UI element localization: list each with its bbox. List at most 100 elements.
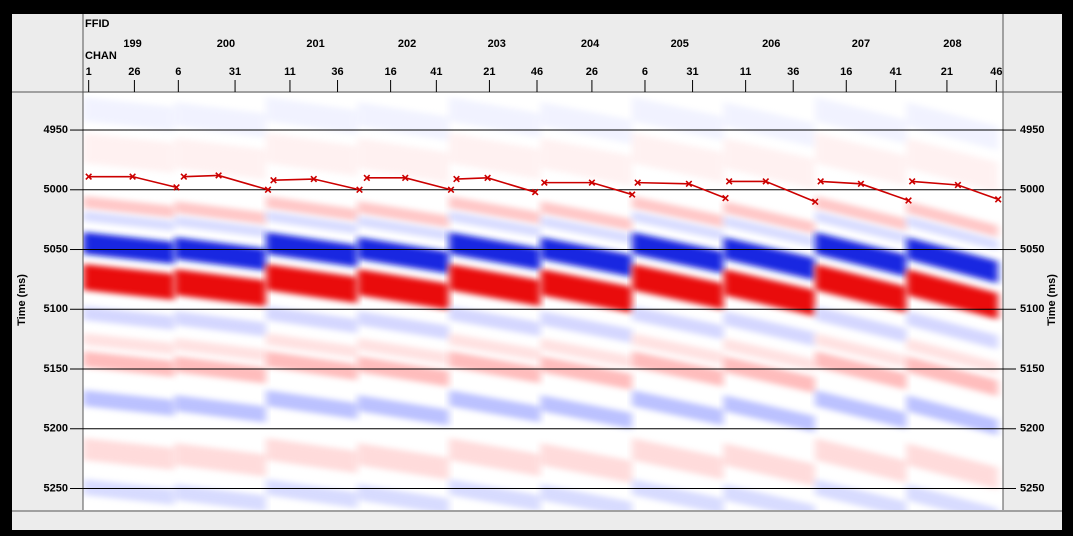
pick-marker — [540, 179, 548, 186]
y2-axis-label: Time (ms) — [1046, 274, 1058, 326]
seismic-band — [632, 196, 724, 228]
seismic-band — [632, 264, 724, 310]
pick-marker — [531, 188, 539, 196]
seismic-band — [540, 201, 632, 231]
pick-marker — [994, 195, 1002, 203]
y-tick-label: 5150 — [44, 363, 68, 375]
seismic-band — [83, 211, 175, 231]
seismic-band — [174, 216, 266, 238]
seismic-band — [83, 438, 175, 470]
seismic-band — [266, 196, 358, 222]
pick-marker — [401, 174, 409, 182]
pick-marker — [356, 186, 363, 194]
x-tick-label: 11 — [740, 66, 752, 78]
seismic-band — [266, 211, 358, 235]
seismic-band — [174, 395, 266, 423]
seismic-band — [540, 216, 632, 244]
seismic-band — [449, 211, 541, 238]
pick-marker — [129, 173, 136, 181]
seismic-band — [357, 443, 449, 480]
seismic-band — [174, 338, 266, 362]
pick-marker — [453, 175, 460, 183]
seismic-band — [815, 97, 907, 144]
pick-marker — [85, 173, 93, 181]
y2-tick-label: 5100 — [1020, 303, 1044, 315]
seismic-band — [723, 138, 815, 190]
seismic-band — [906, 395, 998, 436]
seismic-band — [174, 102, 266, 138]
seismic-band — [357, 201, 449, 228]
x-tick-label: 16 — [840, 66, 852, 78]
seismic-band — [723, 338, 815, 372]
seismic-band — [83, 97, 175, 131]
seismic-band — [815, 479, 907, 510]
seismic-band — [449, 306, 541, 337]
seismic-band — [632, 133, 724, 183]
pick-marker — [310, 175, 318, 183]
seismic-band — [357, 484, 449, 510]
pick-marker — [447, 186, 455, 194]
x-tick-label: 21 — [941, 66, 953, 78]
seismic-band — [906, 138, 998, 193]
seismic-band — [540, 237, 632, 277]
seismic-band — [266, 438, 358, 474]
seismic-band — [632, 390, 724, 426]
ffid-label: FFID — [85, 18, 109, 30]
x-tick-label: 36 — [331, 66, 343, 78]
seismic-band — [266, 479, 358, 509]
seismic-band — [540, 138, 632, 186]
seismic-band — [540, 311, 632, 343]
seismic-band — [540, 338, 632, 368]
seismic-band — [266, 333, 358, 359]
seismic-band — [357, 311, 449, 340]
seismic-band — [906, 311, 998, 350]
seismic-band — [906, 356, 998, 397]
seismic-band — [174, 356, 266, 384]
seismic-band — [723, 484, 815, 510]
x-tick-label: 31 — [229, 66, 241, 78]
seismic-band — [723, 216, 815, 248]
seismic-band — [266, 133, 358, 177]
ffid-tick-label: 205 — [671, 38, 689, 50]
seismic-band — [266, 306, 358, 334]
seismic-band — [723, 356, 815, 394]
y2-tick-label: 5250 — [1020, 482, 1044, 494]
seismic-band — [83, 479, 175, 505]
ffid-tick-label: 208 — [943, 38, 961, 50]
seismic-band — [357, 237, 449, 274]
pick-marker — [817, 178, 825, 185]
seismic-band — [815, 264, 907, 313]
seismic-band — [540, 269, 632, 313]
seismic-band — [83, 351, 175, 377]
seismic-band — [357, 395, 449, 426]
seismic-band — [174, 311, 266, 337]
seismic-band — [815, 438, 907, 483]
ffid-tick-label: 202 — [398, 38, 416, 50]
seismic-band — [723, 443, 815, 487]
seismic-band — [83, 306, 175, 330]
seismic-band — [83, 232, 175, 264]
seismic-band — [83, 390, 175, 416]
seismic-band — [815, 196, 907, 231]
seismic-band — [906, 237, 998, 284]
pick-marker — [905, 197, 912, 204]
seismic-band — [357, 269, 449, 310]
pick-marker — [634, 179, 642, 186]
seismic-band — [449, 351, 541, 384]
seismic-band — [723, 269, 815, 317]
x-tick-label: 1 — [86, 66, 92, 78]
seismic-band — [449, 264, 541, 307]
seismic-band — [906, 216, 998, 251]
seismic-band — [815, 306, 907, 343]
x-tick-label: 36 — [787, 66, 799, 78]
seismic-band — [174, 237, 266, 271]
pick-marker — [762, 178, 770, 185]
seismic-band — [449, 196, 541, 225]
pick-marker — [588, 179, 596, 186]
y-tick-label: 5000 — [44, 184, 68, 196]
y-tick-label: 5050 — [44, 243, 68, 255]
seismic-band — [723, 311, 815, 347]
seismic-band — [357, 338, 449, 365]
ffid-tick-label: 204 — [581, 38, 600, 50]
seismic-band — [449, 232, 541, 271]
